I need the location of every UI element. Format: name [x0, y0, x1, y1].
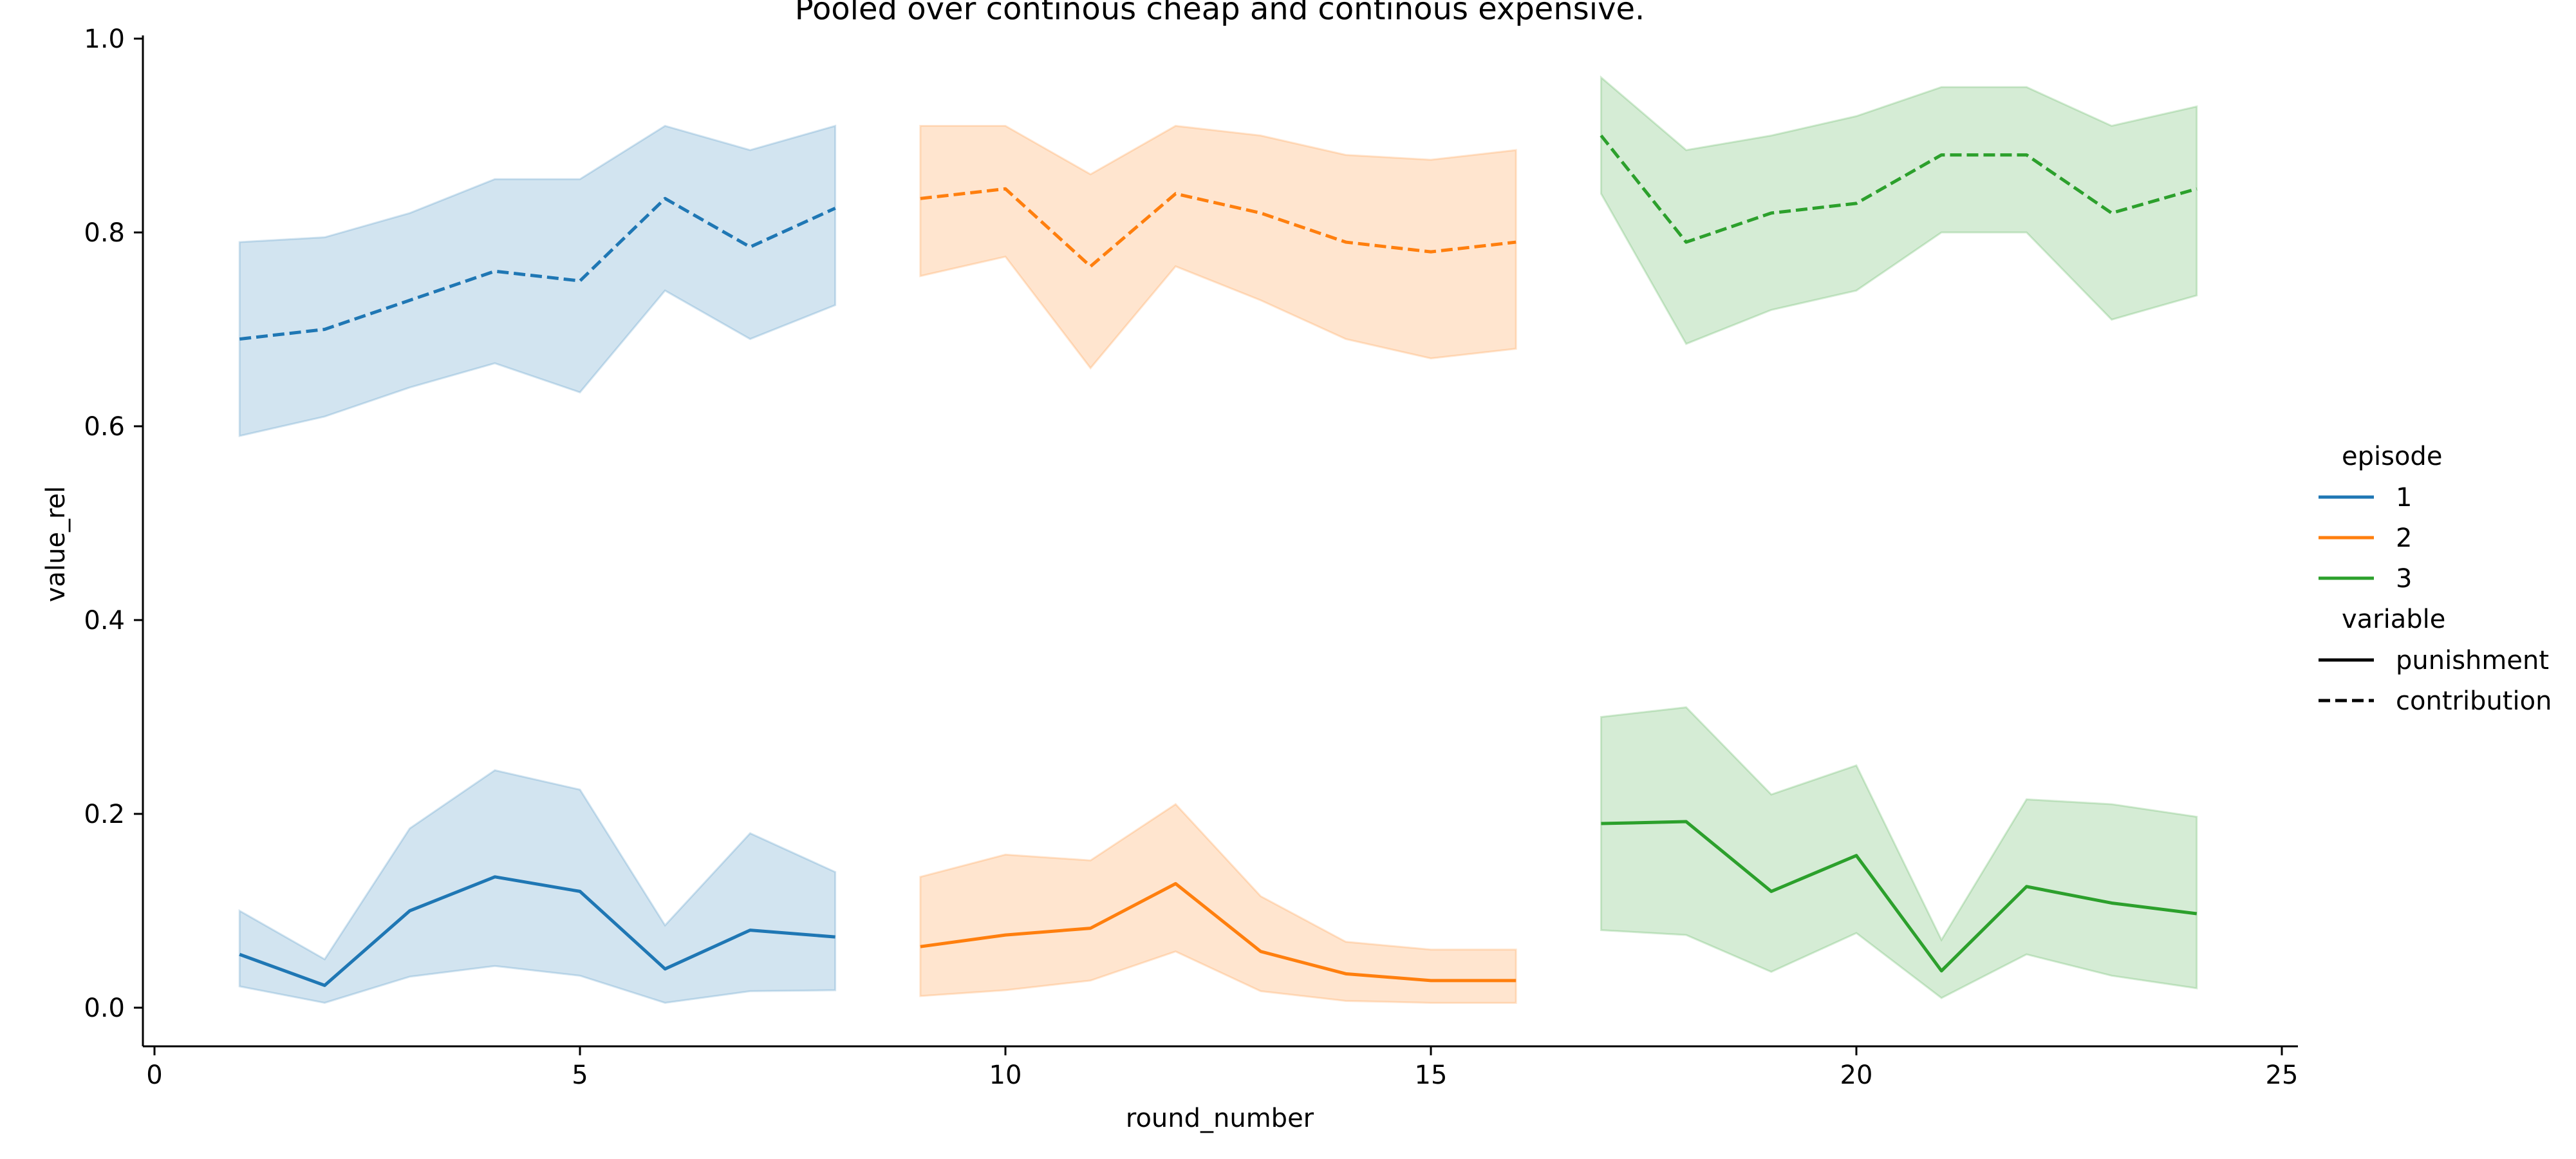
- line-episode-3-contribution: [1600, 134, 2198, 244]
- x-tick-label: 10: [989, 1060, 1022, 1090]
- y-ticks: 0.0 0.2 0.4 0.6 0.8 1.0: [84, 24, 143, 1023]
- band-episode-1-punishment: [238, 769, 837, 1004]
- x-tick-label: 25: [2266, 1060, 2299, 1090]
- legend-title-variable: variable: [2342, 605, 2445, 634]
- band-episode-3-contribution: [1600, 75, 2198, 345]
- y-tick-label: 1.0: [84, 24, 125, 54]
- line-episode-2-punishment: [920, 881, 1517, 983]
- confidence-bands: [238, 75, 2198, 1004]
- x-axis-label: round_number: [1126, 1104, 1314, 1133]
- legend-title-episode: episode: [2342, 442, 2442, 471]
- legend-label-punishment: punishment: [2396, 646, 2549, 675]
- y-tick-label: 0.6: [84, 412, 125, 442]
- band-episode-3-punishment: [1600, 706, 2198, 999]
- y-axis-label: value_rel: [41, 486, 71, 603]
- x-tick-label: 0: [146, 1060, 162, 1090]
- y-tick-label: 0.8: [84, 218, 125, 248]
- legend-label-episode-3: 3: [2396, 564, 2412, 594]
- line-episode-2-contribution: [920, 187, 1517, 269]
- band-episode-2-contribution: [919, 124, 1517, 370]
- y-tick-label: 0.4: [84, 606, 125, 636]
- line-episode-3-punishment: [1601, 820, 2198, 973]
- y-tick-label: 0.0: [84, 994, 125, 1023]
- x-ticks: 0 5 10 15 20 25: [146, 1046, 2298, 1090]
- legend-label-contribution: contribution: [2396, 686, 2552, 716]
- y-tick-label: 0.2: [84, 800, 125, 829]
- band-episode-1-contribution: [238, 124, 837, 437]
- line-episode-1-contribution: [239, 196, 836, 341]
- x-tick-label: 20: [1840, 1060, 1873, 1090]
- legend-label-episode-2: 2: [2396, 523, 2412, 553]
- x-tick-label: 5: [572, 1060, 588, 1090]
- x-tick-label: 15: [1415, 1060, 1448, 1090]
- legend: episode 1 2 3 variable punishment contri…: [2319, 442, 2552, 716]
- series-lines: [239, 134, 2198, 987]
- chart-title: Pooled over continous cheap and continou…: [795, 0, 1645, 27]
- band-episode-2-punishment: [919, 802, 1517, 1004]
- line-episode-1-punishment: [239, 875, 835, 987]
- axes: 0 5 10 15 20 25 0.0 0.2 0.4 0.6 0.8 1.0: [84, 24, 2298, 1090]
- legend-label-episode-1: 1: [2396, 483, 2412, 513]
